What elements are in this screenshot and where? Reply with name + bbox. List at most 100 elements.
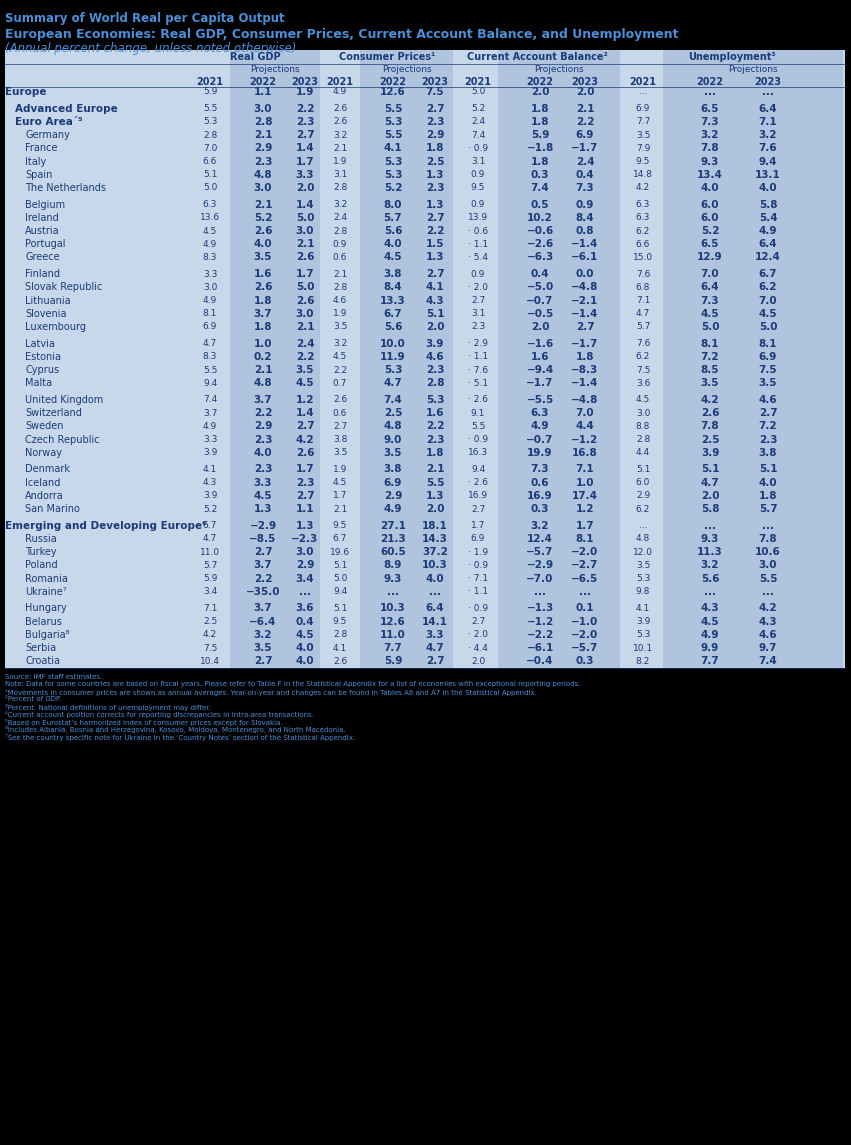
Text: 5.5: 5.5 [384,131,403,140]
Text: 2.3: 2.3 [296,117,314,127]
Text: 9.5: 9.5 [333,521,347,530]
Text: 4.3: 4.3 [203,479,217,487]
Text: ¹Movements in consumer prices are shown as annual averages. Year-on-year and cha: ¹Movements in consumer prices are shown … [5,689,537,696]
Text: 2.2: 2.2 [296,352,314,362]
Text: Luxembourg: Luxembourg [25,322,86,332]
Text: 17.4: 17.4 [572,491,598,500]
Text: 2023: 2023 [421,77,448,87]
Text: 6.2: 6.2 [636,505,650,513]
Text: 0.9: 0.9 [471,269,485,278]
Text: Projections: Projections [728,65,778,74]
Text: 8.1: 8.1 [203,309,217,318]
Text: Finland: Finland [25,269,60,279]
Text: Estonia: Estonia [25,352,61,362]
Text: 7.6: 7.6 [636,269,650,278]
Text: 2.3: 2.3 [426,183,444,192]
Text: Ukraine⁷: Ukraine⁷ [25,586,66,597]
Text: 9.5: 9.5 [471,183,485,192]
Text: 2.0: 2.0 [426,322,444,332]
Text: 6.8: 6.8 [636,283,650,292]
Text: 6.2: 6.2 [636,353,650,362]
Text: ...: ... [579,586,591,597]
Text: 5.3: 5.3 [384,169,403,180]
Text: ³Percent. National definitions of unemployment may differ.: ³Percent. National definitions of unempl… [5,704,211,711]
Text: Serbia: Serbia [25,643,56,653]
Text: 8.1: 8.1 [759,339,777,348]
Text: 5.3: 5.3 [384,157,403,166]
Text: 4.6: 4.6 [333,297,347,305]
Text: 7.3: 7.3 [531,465,549,474]
Text: 16.9: 16.9 [468,491,488,500]
Text: 4.0: 4.0 [254,239,272,250]
Text: −1.7: −1.7 [571,143,599,153]
Text: Andorra: Andorra [25,491,64,500]
Text: 2.0: 2.0 [576,87,594,97]
Text: 4.4: 4.4 [575,421,594,432]
Text: 4.0: 4.0 [700,183,719,192]
Text: 2022: 2022 [249,77,277,87]
Text: 5.7: 5.7 [203,561,217,570]
Text: 2.5: 2.5 [203,617,217,626]
Text: 27.1: 27.1 [380,521,406,530]
Text: 3.9: 3.9 [636,617,650,626]
Text: 6.2: 6.2 [636,227,650,236]
Text: 6.6: 6.6 [636,239,650,248]
Text: 10.3: 10.3 [380,603,406,614]
Text: 5.2: 5.2 [471,104,485,113]
Text: France: France [25,143,58,153]
Text: (Annual percent change, unless noted otherwise): (Annual percent change, unless noted oth… [5,42,296,55]
Text: 4.1: 4.1 [426,283,444,292]
Text: 4.2: 4.2 [636,183,650,192]
Text: 5.8: 5.8 [700,504,719,514]
Text: 7.6: 7.6 [759,143,777,153]
Text: 7.1: 7.1 [759,117,777,127]
Text: 6.4: 6.4 [759,104,777,113]
Text: 1.8: 1.8 [426,448,444,458]
Text: 9.9: 9.9 [701,643,719,653]
Text: 2.1: 2.1 [333,144,347,152]
Text: 2.6: 2.6 [296,448,314,458]
Text: 7.8: 7.8 [700,421,719,432]
Text: 5.5: 5.5 [203,104,217,113]
Text: 5.2: 5.2 [203,505,217,513]
Text: 3.5: 3.5 [333,448,347,457]
Text: 7.4: 7.4 [758,656,777,666]
Text: Malta: Malta [25,378,52,388]
Text: Ireland: Ireland [25,213,59,223]
Text: ...: ... [429,586,441,597]
Text: 5.2: 5.2 [700,226,719,236]
Text: 4.1: 4.1 [203,465,217,474]
Text: 10.6: 10.6 [755,547,781,558]
Text: 5.3: 5.3 [384,365,403,376]
Text: ...: ... [639,87,648,96]
Text: 3.9: 3.9 [426,339,444,348]
Text: 3.0: 3.0 [296,547,314,558]
Text: 1.3: 1.3 [254,504,272,514]
Text: 4.5: 4.5 [333,353,347,362]
Text: 0.8: 0.8 [576,226,594,236]
Text: 7.5: 7.5 [426,87,444,97]
Text: 4.5: 4.5 [759,309,777,318]
Text: · 2.6: · 2.6 [468,395,488,404]
Text: 2.3: 2.3 [426,117,444,127]
Text: 4.7: 4.7 [700,477,719,488]
Text: 5.1: 5.1 [636,465,650,474]
Text: · 0.9: · 0.9 [468,435,488,444]
Text: 8.1: 8.1 [576,534,594,544]
Text: 3.5: 3.5 [254,252,272,262]
Text: 3.2: 3.2 [531,521,549,530]
Text: 9.4: 9.4 [333,587,347,597]
Text: 2.7: 2.7 [333,421,347,431]
Text: 5.9: 5.9 [203,87,217,96]
Text: 1.1: 1.1 [254,87,272,97]
Text: 6.2: 6.2 [759,283,777,292]
Text: 4.8: 4.8 [384,421,403,432]
Text: Czech Republic: Czech Republic [25,434,100,444]
Text: 5.0: 5.0 [700,322,719,332]
Text: 0.9: 0.9 [576,199,594,210]
Text: 1.1: 1.1 [296,504,314,514]
Text: 5.0: 5.0 [471,87,485,96]
Text: 9.7: 9.7 [759,643,777,653]
Text: 4.5: 4.5 [254,491,272,500]
Text: 7.0: 7.0 [759,295,777,306]
